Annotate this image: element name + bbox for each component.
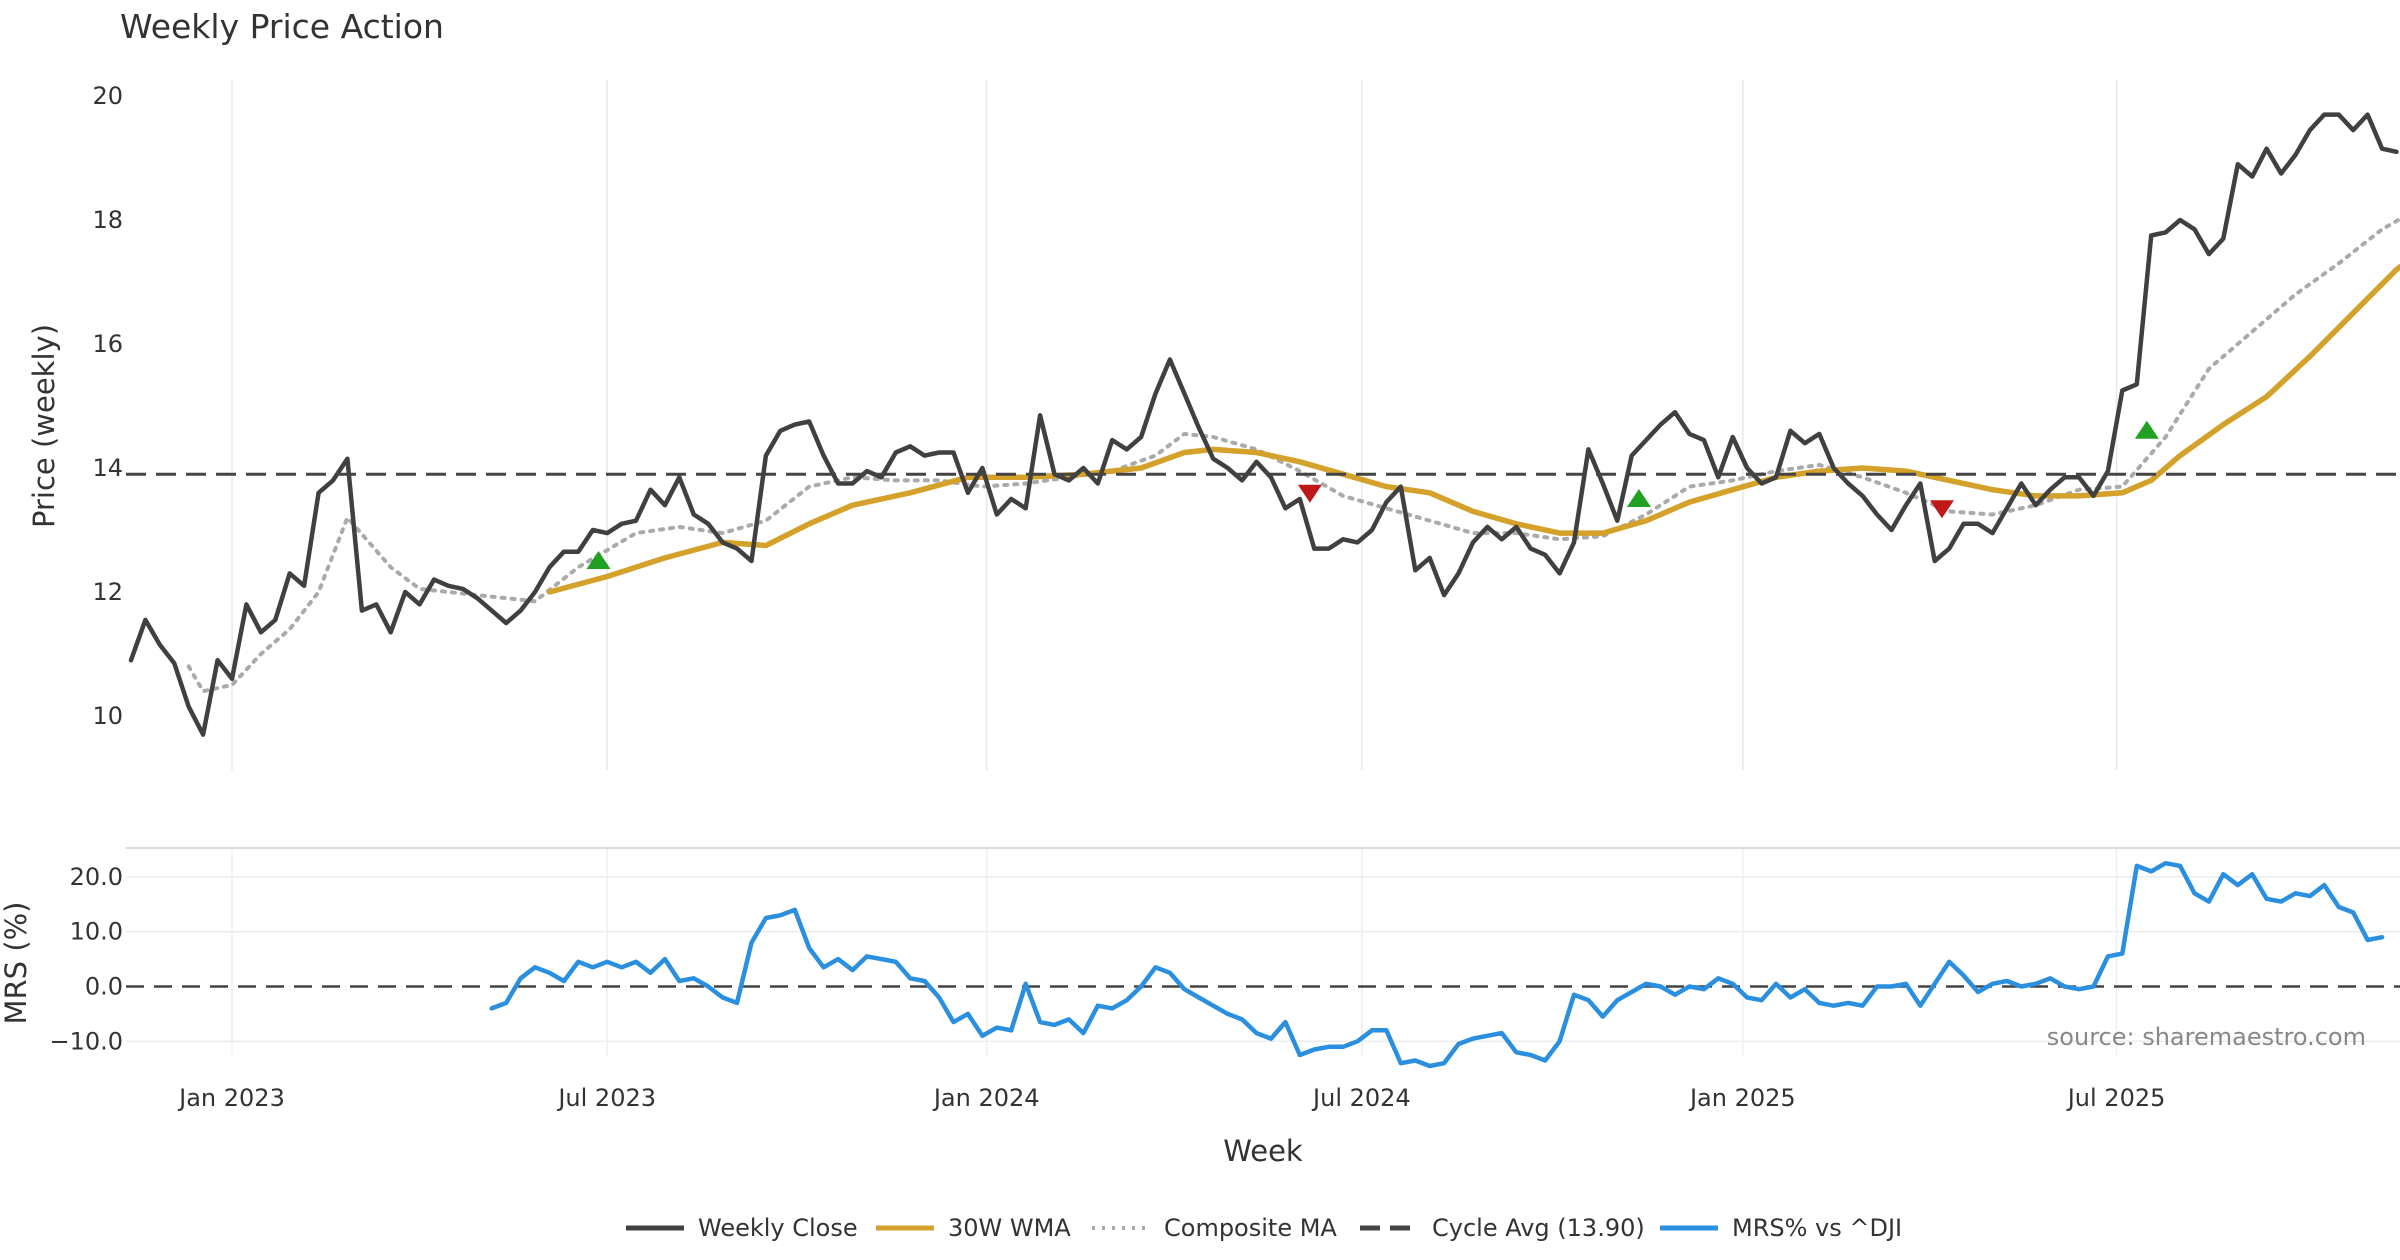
mrs-series-group (489, 860, 2385, 1069)
price-y-tick-label: 10 (92, 702, 123, 730)
buy-signal-marker (586, 551, 611, 569)
sell-signal-marker (1929, 500, 1954, 519)
legend-label: 30W WMA (948, 1214, 1071, 1242)
x-tick-label: Jan 2023 (177, 1084, 285, 1112)
price-series-group (126, 112, 2400, 737)
axes-group: Jan 2023 Jul 2023 Jan 2024 Jul 2024 Jan 2025… (49, 82, 2165, 1112)
price-y-axis-label: Price (weekly) (27, 324, 61, 528)
legend-item: 30W WMA (876, 1214, 1071, 1242)
legend: Weekly Close 30W WMA Composite MA Cycle Avg… (626, 1214, 1902, 1242)
legend-label: Cycle Avg (13.90) (1432, 1214, 1645, 1242)
source-note: source: sharemaestro.com (2047, 1023, 2366, 1051)
legend-label: MRS% vs ^DJI (1732, 1214, 1902, 1242)
x-tick-label: Jul 2025 (2066, 1084, 2166, 1112)
legend-item: Composite MA (1092, 1214, 1337, 1242)
composite-ma-line (186, 216, 2400, 694)
buy-signal-marker (2134, 420, 2159, 439)
mrs-y-tick-label: 20.0 (70, 863, 123, 891)
legend-label: Composite MA (1164, 1214, 1337, 1242)
legend-label: Weekly Close (698, 1214, 858, 1242)
mrs-y-axis-label: MRS (%) (0, 902, 33, 1025)
x-tick-label: Jan 2024 (932, 1084, 1040, 1112)
legend-item: Weekly Close (626, 1214, 858, 1242)
mrs-y-tick-label: −10.0 (49, 1027, 123, 1055)
30w-wma-line (546, 263, 2400, 595)
price-y-tick-label: 20 (92, 82, 123, 110)
sell-signal-marker (1297, 484, 1322, 503)
price-y-tick-label: 16 (92, 330, 123, 358)
x-axis-label: Week (1223, 1134, 1303, 1168)
mrs-y-tick-label: 0.0 (85, 973, 123, 1001)
price-y-tick-label: 14 (92, 454, 123, 482)
chart-title: Weekly Price Action (120, 7, 444, 46)
x-tick-label: Jul 2023 (556, 1084, 656, 1112)
mrs-grid (126, 847, 2400, 1055)
legend-item: Cycle Avg (13.90) (1360, 1214, 1645, 1242)
price-y-tick-label: 12 (92, 578, 123, 606)
price-grid (231, 80, 2118, 770)
legend-item: MRS% vs ^DJI (1660, 1214, 1902, 1242)
mrs-y-tick-label: 10.0 (70, 918, 123, 946)
buy-signal-marker (1626, 489, 1651, 507)
x-tick-label: Jul 2024 (1311, 1084, 1411, 1112)
x-tick-label: Jan 2025 (1688, 1084, 1796, 1112)
price-y-tick-label: 18 (92, 206, 123, 234)
weekly-close-line (128, 112, 2399, 737)
mrs-line (489, 860, 2385, 1069)
